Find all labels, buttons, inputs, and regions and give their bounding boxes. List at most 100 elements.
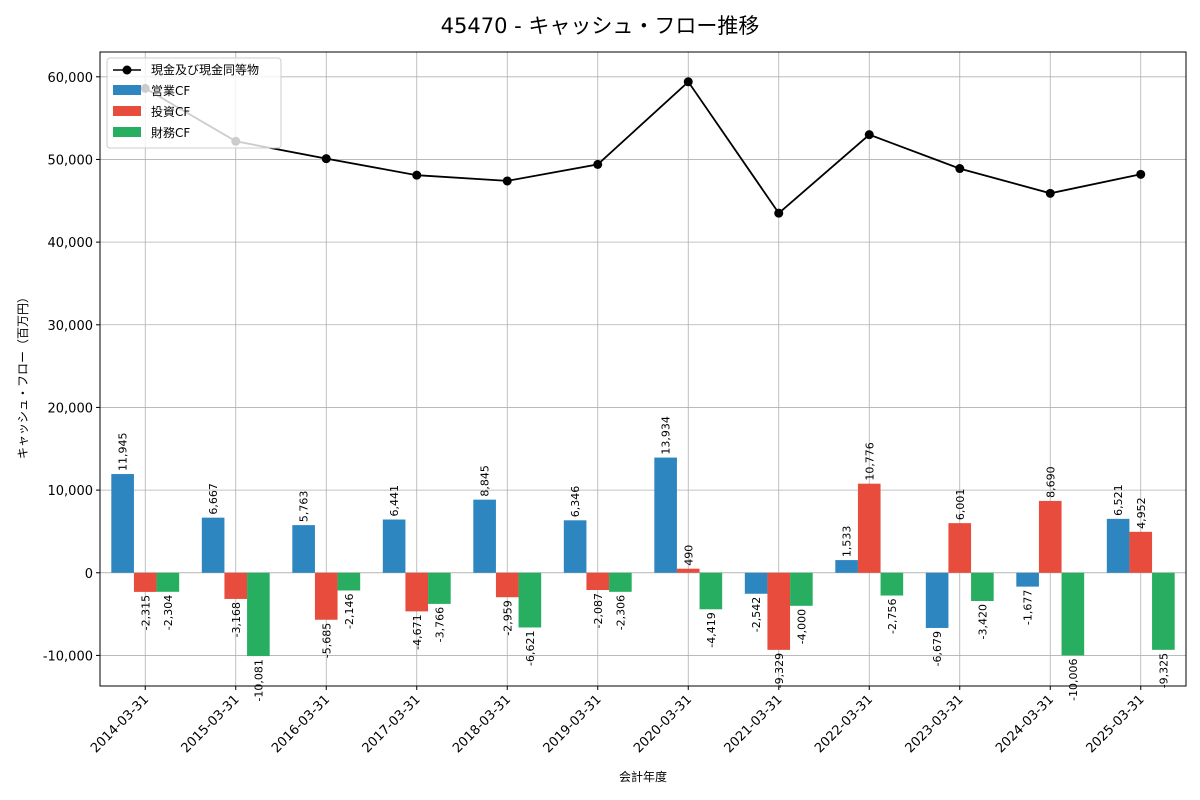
bar-1-4	[495, 572, 519, 598]
bar-value-label: 13,934	[660, 416, 673, 455]
bar-2-3	[428, 572, 451, 604]
x-axis-title: 会計年度	[619, 769, 667, 784]
cash-point	[683, 77, 693, 87]
bar-value-label: 6,001	[954, 489, 967, 521]
bar-0-4	[473, 499, 496, 573]
bar-2-4	[518, 572, 542, 628]
bar-0-2	[292, 525, 315, 573]
bar-value-label: -2,756	[886, 599, 899, 634]
bar-0-0	[111, 474, 134, 573]
x-tick-label: 2023-03-31	[903, 692, 967, 756]
bar-value-label: -6,679	[931, 631, 944, 666]
bar-1-1	[224, 572, 248, 599]
cash-point	[1045, 188, 1055, 198]
bar-value-label: 1,533	[841, 526, 854, 558]
cash-point	[774, 208, 784, 218]
y-tick-label: 0	[85, 567, 93, 582]
bar-2-10	[1061, 572, 1085, 656]
bar-value-label: -2,315	[139, 595, 152, 630]
bar-2-6	[699, 572, 723, 610]
legend-box	[106, 57, 282, 149]
bar-1-10	[1038, 500, 1062, 573]
bar-1-3	[405, 572, 429, 612]
x-tick-label: 2020-03-31	[631, 692, 695, 756]
bar-2-9	[971, 572, 994, 602]
x-tick-label: 2019-03-31	[541, 692, 605, 756]
plot-frame	[99, 51, 1187, 687]
bar-layer	[111, 457, 1175, 657]
bar-2-8	[880, 572, 904, 596]
bar-value-label: -2,304	[162, 595, 175, 630]
legend-label-financing: 財務CF	[151, 125, 190, 140]
y-axis-title: キャッシュ・フロー（百万円）	[16, 291, 30, 459]
bar-value-label: -9,325	[1157, 653, 1170, 688]
bar-value-label: -2,542	[750, 597, 763, 632]
bar-0-5	[563, 520, 587, 573]
bar-value-label: 5,763	[298, 491, 311, 523]
bar-0-8	[835, 560, 858, 573]
cash-point	[502, 176, 512, 186]
bar-value-label: -3,168	[230, 602, 243, 637]
bar-value-label: -10,081	[252, 659, 265, 701]
x-tick-label: 2018-03-31	[450, 692, 514, 756]
legend-swatch-financing	[113, 127, 141, 137]
bar-value-label: -3,420	[976, 604, 989, 639]
legend-swatch-operating	[113, 85, 141, 95]
bar-1-8	[857, 483, 881, 573]
y-tick-label: 50,000	[48, 153, 94, 168]
bar-0-1	[201, 517, 225, 573]
bar-0-6	[654, 457, 677, 573]
x-tick-label: 2016-03-31	[269, 692, 333, 756]
bar-value-label: 6,441	[388, 485, 401, 517]
bar-value-label: 8,690	[1044, 466, 1057, 498]
bar-value-label: -6,621	[524, 630, 537, 665]
line-layer	[140, 77, 1146, 218]
cash-point	[593, 159, 603, 169]
bar-value-label: -4,000	[795, 609, 808, 644]
bar-0-7	[744, 572, 768, 594]
bar-1-2	[314, 572, 338, 620]
bar-value-label: -4,671	[411, 614, 424, 649]
bar-value-label: 8,845	[479, 465, 492, 497]
bar-value-label: -2,306	[614, 595, 627, 630]
cash-point	[955, 164, 965, 174]
bar-value-label: 490	[682, 545, 695, 566]
cash-point	[321, 154, 331, 164]
bar-1-9	[948, 523, 972, 573]
y-tick-label: -10,000	[43, 649, 93, 664]
bar-value-label: -2,087	[592, 593, 605, 628]
cash-line	[144, 80, 1141, 215]
y-tick-label: 40,000	[48, 236, 94, 251]
legend: 現金及び現金同等物 営業CF 投資CF 財務CF	[106, 57, 282, 149]
bar-2-1	[247, 572, 270, 657]
bar-value-label: -9,329	[773, 653, 786, 688]
bar-value-label: 6,521	[1112, 484, 1125, 516]
bar-value-label: -4,419	[705, 612, 718, 647]
bar-value-label: -10,006	[1067, 658, 1080, 700]
bar-1-5	[586, 572, 610, 591]
bar-2-7	[790, 572, 813, 606]
legend-label-cash: 現金及び現金同等物	[151, 62, 259, 77]
x-tick-label: 2017-03-31	[360, 692, 424, 756]
bar-value-label: -3,766	[433, 607, 446, 642]
bar-value-label: 10,776	[863, 442, 876, 481]
bar-value-label: 4,952	[1135, 497, 1148, 529]
bar-value-label: -5,685	[320, 623, 333, 658]
bar-value-label: -1,677	[1022, 590, 1035, 625]
bar-0-10	[1016, 572, 1039, 587]
bar-1-7	[767, 572, 791, 650]
legend-label-operating: 営業CF	[151, 84, 190, 98]
bar-1-11	[1129, 531, 1153, 573]
x-tick-label: 2014-03-31	[88, 692, 152, 756]
bar-2-5	[609, 572, 632, 592]
x-tick-label: 2022-03-31	[812, 692, 876, 756]
bar-0-11	[1106, 518, 1130, 573]
cash-point	[1136, 169, 1146, 179]
legend-label-investing: 投資CF	[151, 104, 190, 119]
x-tick-label: 2024-03-31	[993, 692, 1057, 756]
x-tick-label: 2021-03-31	[722, 692, 786, 756]
bar-value-label: -2,959	[501, 600, 514, 635]
x-tick-label: 2025-03-31	[1084, 692, 1148, 756]
x-tick-label: 2015-03-31	[179, 692, 243, 756]
